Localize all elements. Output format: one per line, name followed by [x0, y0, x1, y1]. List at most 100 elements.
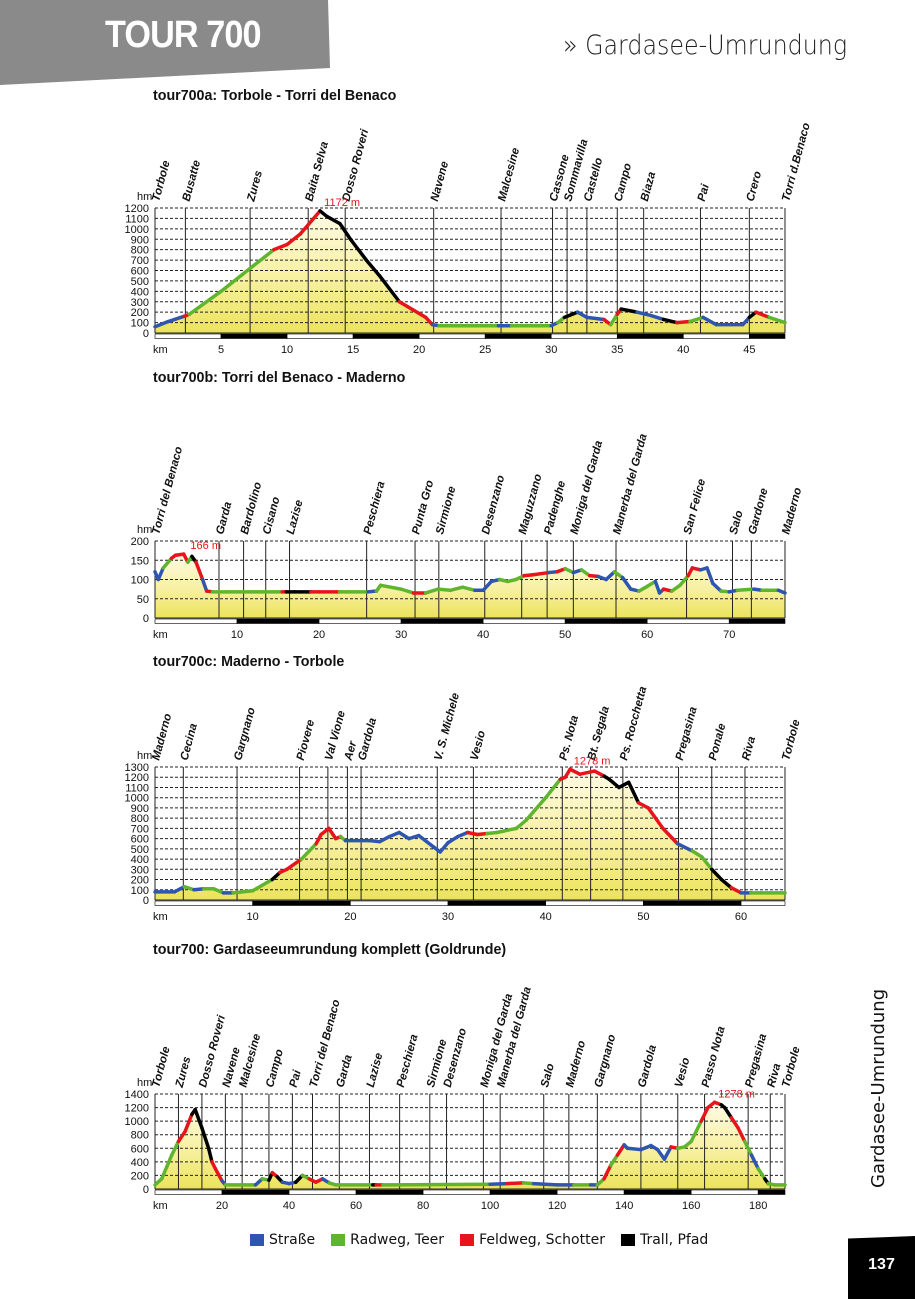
- place-label: Garda: [335, 1053, 355, 1089]
- x-tick-label: 40: [677, 344, 689, 356]
- place-label: Torbole: [780, 1045, 803, 1089]
- profile-segment: [530, 570, 551, 577]
- legend-swatch: [250, 1234, 264, 1246]
- profile-segment: [562, 310, 580, 320]
- profile-segment: [615, 1143, 626, 1157]
- km-scale-bar: [154, 900, 253, 906]
- place-label: Garda: [214, 500, 234, 536]
- profile-segment: [661, 317, 679, 325]
- profile-segment: [626, 780, 641, 805]
- x-tick-label: 10: [247, 911, 259, 923]
- y-tick-label: 1000: [125, 1116, 149, 1128]
- x-tick-label: 20: [413, 344, 425, 356]
- y-tick-label: 0: [143, 613, 149, 625]
- place-label: Maguzzano: [517, 473, 545, 536]
- x-tick-label: 10: [231, 629, 243, 641]
- profile-segment: [709, 867, 724, 882]
- profile-segment: [378, 583, 403, 591]
- profile-segment: [607, 777, 621, 790]
- place-label: Zures: [174, 1055, 194, 1089]
- place-label: Sirmione: [434, 485, 458, 536]
- y-tick-label: 1300: [125, 762, 149, 774]
- x-tick-label: 30: [395, 629, 407, 641]
- profile-segment: [387, 1182, 492, 1187]
- profile-segment: [688, 315, 705, 324]
- chart-title-b: tour700b: Torri del Benaco - Maderno: [153, 369, 406, 386]
- x-tick-label: 45: [743, 344, 755, 356]
- place-label: Torri d.Benaco: [780, 122, 812, 203]
- place-label: Salo: [728, 509, 746, 536]
- place-label: Gardone: [747, 486, 771, 535]
- y-tick-label: 0: [143, 895, 149, 907]
- chart-title-d: tour700: Gardaseeumrundung komplett (Gol…: [153, 941, 507, 958]
- km-scale-bar: [757, 1189, 786, 1195]
- profile-segment: [543, 777, 563, 800]
- km-scale-bar: [352, 333, 420, 339]
- profile-segment: [187, 289, 223, 316]
- profile-segment: [705, 566, 715, 586]
- profile-segment: [397, 830, 411, 841]
- profile-segment: [617, 780, 631, 790]
- page-number: 137: [868, 1256, 895, 1273]
- y-tick-label: 50: [137, 594, 149, 606]
- profile-segment: [299, 841, 318, 861]
- place-label: Aer: [342, 740, 359, 763]
- profile-segment: [460, 585, 477, 593]
- y-axis-label: hm: [137, 191, 152, 203]
- place-label: Zures: [245, 169, 265, 203]
- place-label: Torbole: [780, 718, 803, 762]
- profile-segment: [200, 1126, 211, 1151]
- x-tick-label: 60: [735, 911, 747, 923]
- y-tick-label: 200: [131, 875, 149, 887]
- x-tick-label: 15: [347, 344, 359, 356]
- profile-fill: [155, 1102, 785, 1189]
- x-tick-label: 50: [559, 629, 571, 641]
- place-label: Gardola: [356, 716, 379, 762]
- place-label: Maderno: [780, 486, 804, 535]
- place-label: Malcesine: [496, 146, 522, 203]
- profile-segment: [250, 877, 274, 893]
- y-tick-label: 400: [131, 1157, 149, 1169]
- profile-segment: [176, 1129, 187, 1144]
- place-label: Ponale: [707, 722, 729, 762]
- profile-segment: [324, 214, 342, 226]
- place-label: Vesio: [469, 729, 488, 761]
- profile-segment: [488, 1181, 509, 1186]
- y-tick-label: 600: [131, 266, 149, 278]
- profile-segment: [585, 315, 606, 322]
- peak-elevation-label: 166 m: [190, 540, 221, 552]
- y-tick-label: 700: [131, 823, 149, 835]
- place-label: Gardola: [636, 1043, 659, 1089]
- x-tick-label: 50: [637, 911, 649, 923]
- place-label: Vesio: [673, 1056, 692, 1088]
- profile-segment: [711, 581, 723, 593]
- legend-item-trail: Trall, Pfad: [620, 1232, 708, 1248]
- profile-segment: [153, 319, 170, 329]
- x-axis-label: km: [153, 911, 168, 923]
- km-scale-bar: [728, 618, 786, 624]
- km-scale-bar: [221, 1189, 290, 1195]
- profile-segment: [524, 795, 548, 822]
- km-scale-bar: [288, 1189, 357, 1195]
- y-tick-label: 800: [131, 813, 149, 825]
- place-label: V. S. Michele: [433, 691, 463, 762]
- profile-segment: [183, 1112, 194, 1134]
- profile-segment: [619, 307, 639, 314]
- profile-segment: [592, 769, 607, 778]
- x-tick-label: 160: [682, 1200, 700, 1212]
- place-label: Torri del Benaco: [150, 445, 185, 535]
- km-scale-bar: [447, 900, 546, 906]
- km-scale-bar: [154, 618, 238, 624]
- profile-segment: [531, 1181, 559, 1187]
- profile-segment: [272, 242, 289, 252]
- legend-swatch: [460, 1234, 475, 1246]
- profile-segment: [675, 841, 694, 853]
- km-scale-bar: [690, 1189, 759, 1195]
- km-scale-bar: [318, 618, 402, 624]
- profile-segment: [735, 587, 756, 593]
- km-scale-bar: [646, 618, 730, 624]
- x-tick-label: 30: [442, 911, 454, 923]
- profile-segment: [729, 1116, 740, 1130]
- place-label: Bt. Segala: [586, 704, 612, 761]
- place-label: Lazise: [285, 498, 306, 536]
